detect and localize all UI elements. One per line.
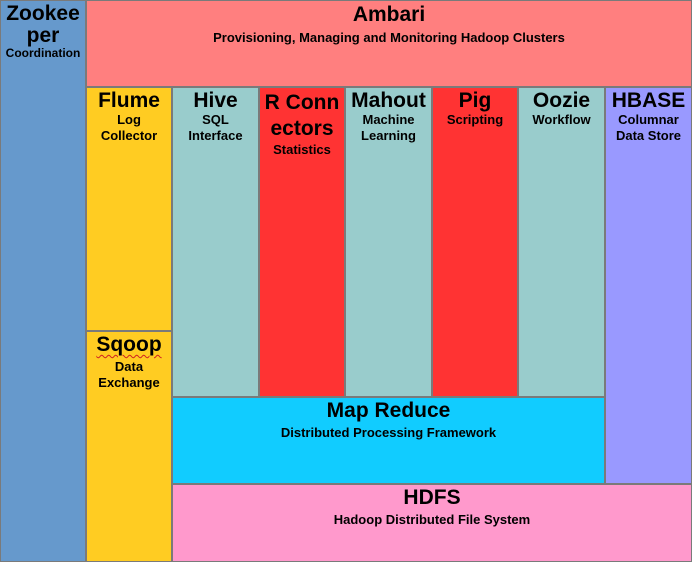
hdfs-subtitle: Hadoop Distributed File System (333, 512, 531, 527)
oozie-subtitle: Workflow (532, 112, 591, 127)
hbase-block: HBASE Columnar Data Store (605, 87, 692, 484)
sqoop-block: Sqoop Data Exchange (86, 331, 172, 562)
ambari-subtitle: Provisioning, Managing and Monitoring Ha… (213, 30, 565, 45)
mapreduce-title: Map Reduce (326, 399, 451, 422)
oozie-title: Oozie (532, 89, 591, 112)
mahout-title: Mahout (351, 89, 426, 112)
mahout-subtitle: Machine Learning (361, 112, 416, 143)
pig-title: Pig (458, 89, 492, 112)
pig-subtitle: Scripting (446, 112, 504, 127)
hive-subtitle: SQL Interface (188, 112, 243, 143)
ambari-block: Ambari Provisioning, Managing and Monito… (86, 0, 692, 87)
mapreduce-subtitle: Distributed Processing Framework (280, 425, 497, 440)
r-connectors-block: R Connectors Statistics (259, 87, 345, 397)
zookeeper-block: Zookeeper Coordination (0, 0, 86, 562)
hdfs-title: HDFS (403, 486, 461, 509)
zookeeper-title: Zookeeper (6, 2, 80, 47)
mahout-block: Mahout Machine Learning (345, 87, 432, 397)
r-connectors-title: R Connectors (264, 91, 340, 140)
flume-subtitle: Log Collector (100, 112, 158, 143)
pig-block: Pig Scripting (432, 87, 518, 397)
sqoop-title: Sqoop (96, 333, 162, 356)
hbase-title: HBASE (611, 89, 686, 112)
flume-title: Flume (98, 89, 160, 112)
oozie-block: Oozie Workflow (518, 87, 605, 397)
flume-block: Flume Log Collector (86, 87, 172, 331)
hive-block: Hive SQL Interface (172, 87, 259, 397)
hdfs-block: HDFS Hadoop Distributed File System (172, 484, 692, 562)
ambari-title: Ambari (352, 3, 426, 26)
mapreduce-block: Map Reduce Distributed Processing Framew… (172, 397, 605, 484)
hive-title: Hive (193, 89, 238, 112)
hbase-subtitle: Columnar Data Store (615, 112, 682, 143)
sqoop-subtitle: Data Exchange (98, 359, 160, 390)
r-connectors-subtitle: Statistics (273, 142, 331, 157)
zookeeper-subtitle: Coordination (5, 46, 81, 60)
